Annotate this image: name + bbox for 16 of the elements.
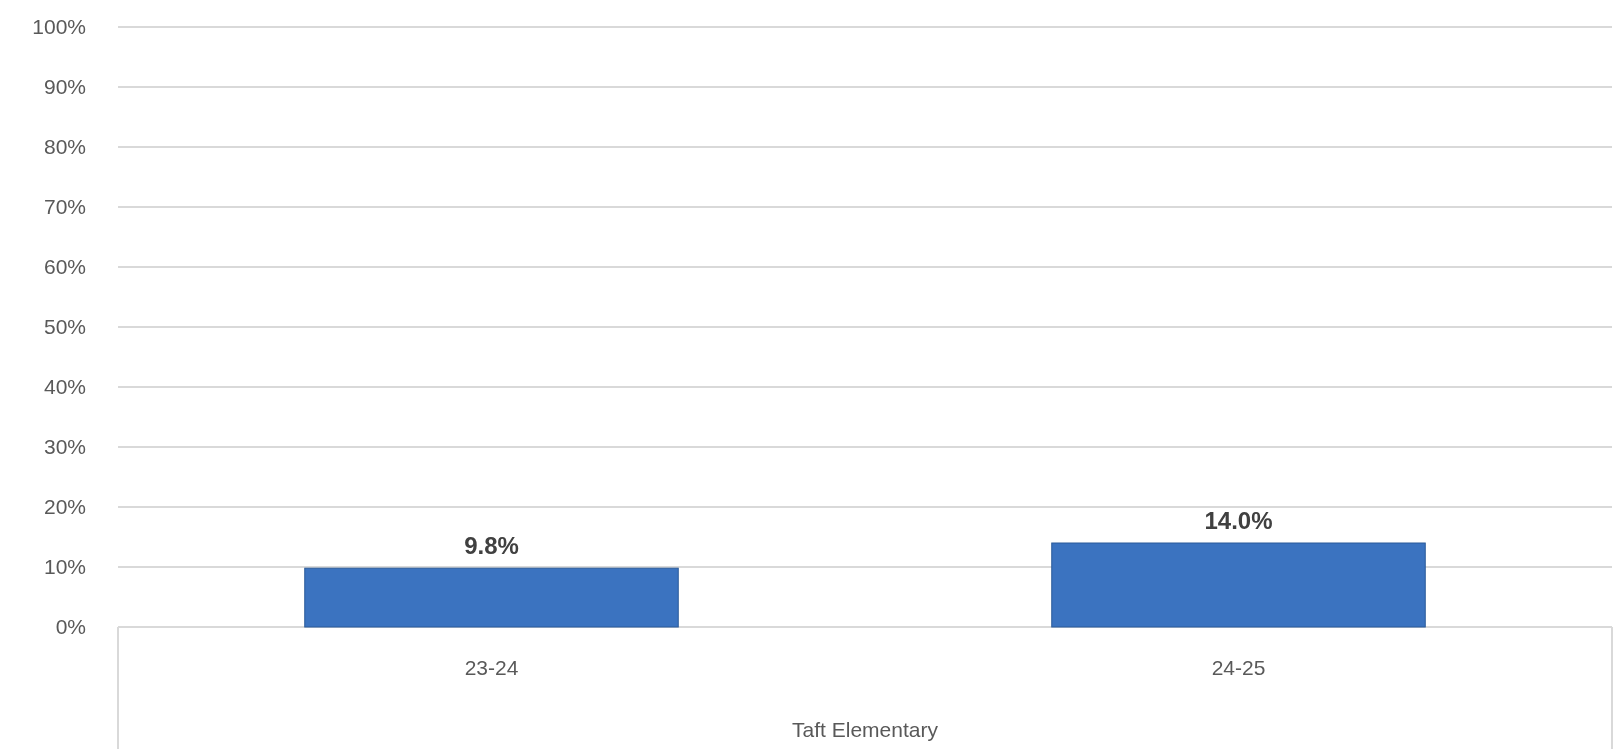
data-label: 9.8%	[464, 532, 519, 560]
y-tick-label: 80%	[43, 135, 86, 159]
y-tick-label: 100%	[32, 15, 86, 39]
y-tick-label: 0%	[55, 615, 86, 639]
data-label: 14.0%	[1204, 507, 1273, 534]
y-tick-label: 60%	[43, 255, 86, 279]
y-tick-label: 30%	[43, 435, 86, 459]
y-tick-label: 50%	[43, 315, 86, 339]
y-tick-label: 10%	[43, 555, 86, 579]
y-tick-label: 20%	[43, 495, 86, 519]
y-tick-label: 40%	[43, 375, 86, 399]
x-axis-title: Taft Elementary	[792, 718, 939, 741]
x-tick-label: 23-24	[464, 656, 519, 679]
x-tick-label: 24-25	[1211, 656, 1266, 679]
y-tick-label: 70%	[43, 195, 86, 219]
y-tick-label: 90%	[43, 75, 86, 99]
